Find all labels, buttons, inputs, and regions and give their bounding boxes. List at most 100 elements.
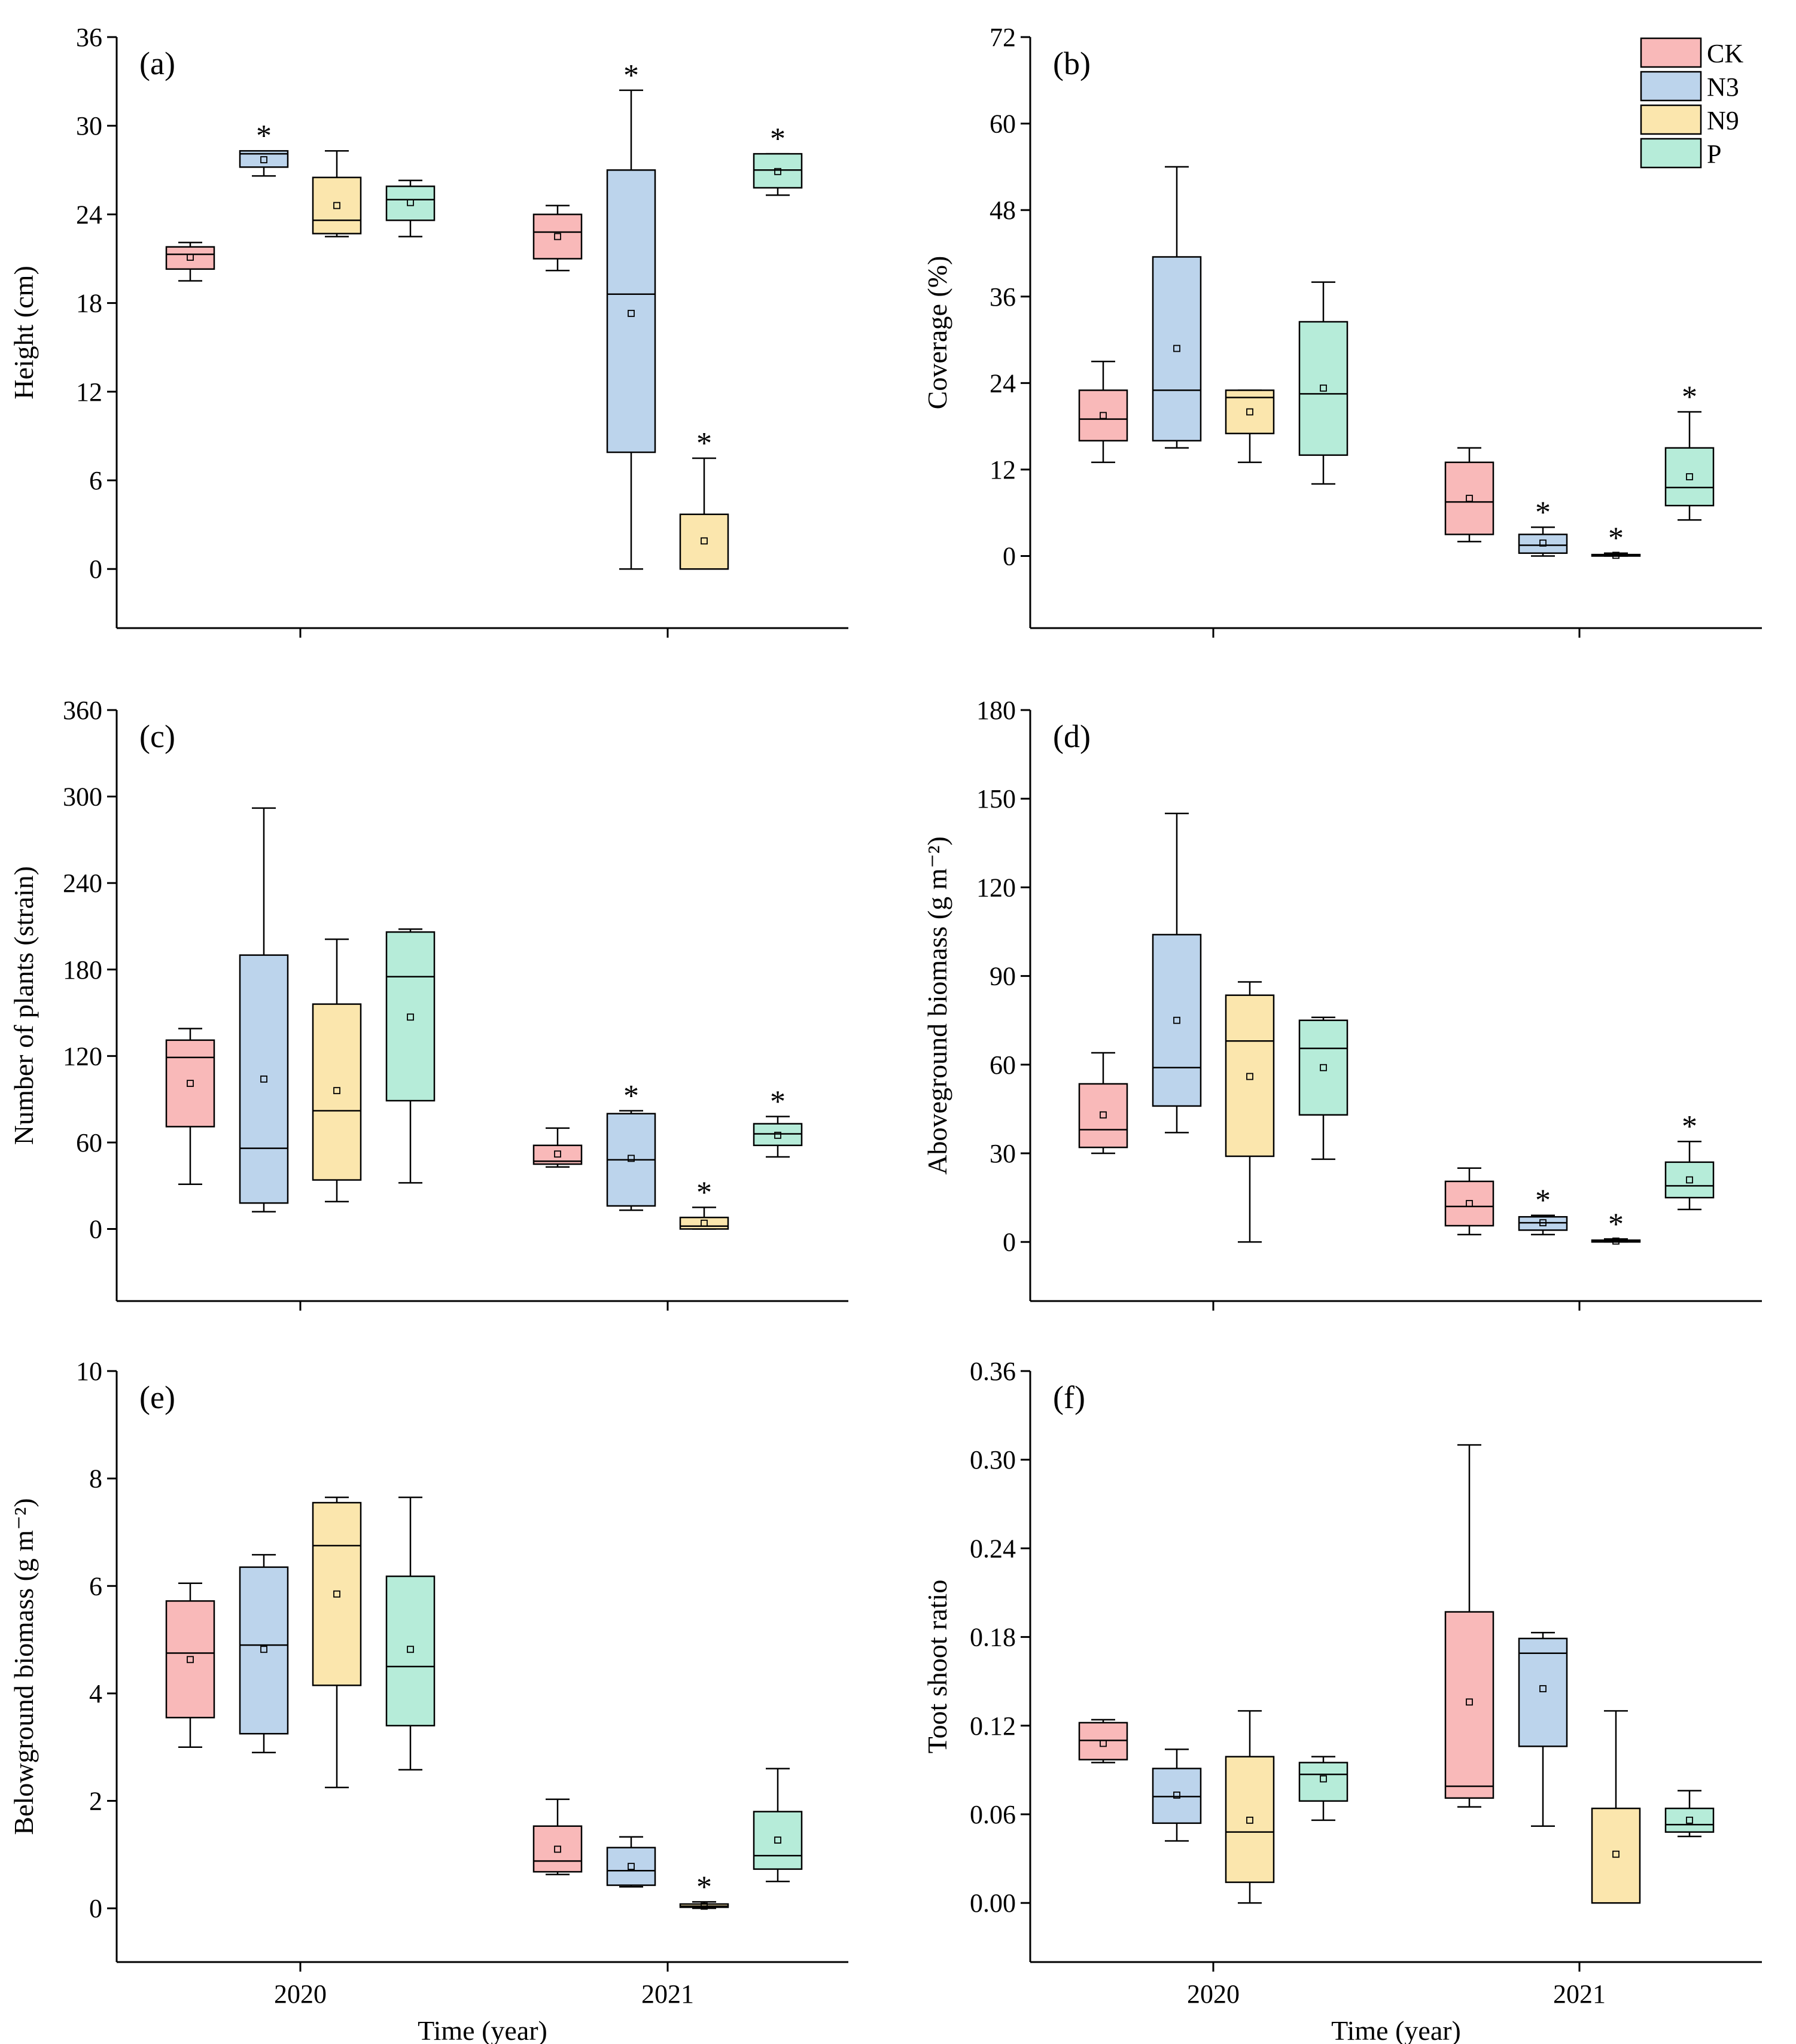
box-CK-2020	[1078, 1719, 1128, 1763]
box-N3-2020	[1152, 812, 1202, 1134]
box-CK-2020	[165, 1582, 215, 1748]
mean-marker	[628, 1154, 635, 1162]
significance-star: *	[696, 1175, 712, 1210]
mean-marker	[1246, 408, 1253, 416]
significance-star: *	[696, 427, 712, 461]
significance-star: *	[1682, 380, 1697, 415]
mean-marker	[1686, 1176, 1693, 1184]
box-iqr	[385, 1575, 436, 1727]
mean-marker	[1100, 412, 1107, 419]
box-N9-2021	[1591, 1710, 1641, 1904]
box-iqr	[165, 246, 215, 270]
mean-marker	[701, 537, 708, 545]
y-tick-label: 8	[89, 1464, 102, 1494]
y-axis-title: Number of plants (strain)	[8, 866, 39, 1145]
x-tick-label: 2021	[1553, 1979, 1606, 2009]
mean-marker	[554, 1150, 561, 1158]
legend-item-N9: N9	[1640, 104, 1739, 135]
mean-marker	[407, 199, 414, 206]
box-P-2020	[1298, 1016, 1348, 1160]
y-tick-label: 18	[76, 289, 102, 318]
y-axis-title: Height (cm)	[8, 266, 39, 400]
significance-star: *	[623, 1079, 639, 1113]
y-tick-label: 12	[76, 377, 102, 407]
box-iqr	[606, 1847, 656, 1886]
box-iqr	[239, 1566, 289, 1735]
legend-swatch	[1640, 71, 1702, 102]
y-tick-label: 4	[89, 1679, 102, 1708]
box-P-2020	[1298, 281, 1348, 485]
panel-f: 0.00 0.06 0.12 0.18 0.24 0.30 0.36 2020 2021 Toot…	[922, 1357, 1762, 2044]
mean-marker	[1246, 1073, 1253, 1080]
box-CK-2021	[1444, 1167, 1494, 1236]
mean-marker	[1320, 1064, 1327, 1071]
y-tick-label: 24	[990, 368, 1016, 398]
mean-marker	[333, 1590, 340, 1598]
mean-marker	[1539, 1685, 1547, 1692]
y-tick-label: 0	[89, 1215, 102, 1244]
mean-marker	[260, 156, 267, 163]
mean-marker	[1612, 552, 1620, 559]
box-P-2020	[385, 1496, 436, 1771]
box-iqr	[165, 1039, 215, 1128]
y-tick-label: 60	[990, 109, 1016, 139]
y-tick-label: 48	[990, 196, 1016, 225]
x-tick-label: 2021	[641, 1979, 694, 2009]
box-N9-2020	[1225, 389, 1275, 464]
legend-item-CK: CK	[1640, 37, 1743, 68]
box-P-2021: *	[1664, 380, 1715, 521]
box-N9-2021: *	[679, 1870, 729, 1910]
box-N3-2020	[239, 807, 289, 1213]
mean-marker	[1612, 1237, 1620, 1245]
legend-item-N3: N3	[1640, 71, 1739, 102]
mean-marker	[1100, 1111, 1107, 1119]
mean-marker	[1539, 1219, 1547, 1226]
box-CK-2021	[1444, 1444, 1494, 1808]
mean-marker	[628, 1863, 635, 1871]
y-tick-label: 180	[63, 955, 102, 985]
mean-marker	[774, 1836, 781, 1844]
y-tick-label: 90	[990, 962, 1016, 991]
panel-e: 0 2 4 6 8 10 2020 2021 Belowground biomass (g m⁻…	[8, 1357, 848, 2044]
x-tick-label: 2020	[1187, 1979, 1240, 2009]
y-tick-label: 0.36	[970, 1357, 1016, 1386]
box-iqr	[606, 169, 656, 453]
mean-marker	[1173, 1791, 1180, 1799]
y-tick-label: 72	[990, 23, 1016, 52]
box-P-2021	[1664, 1790, 1715, 1838]
mean-marker	[628, 309, 635, 317]
y-tick-label: 10	[76, 1357, 102, 1386]
box-iqr	[753, 1811, 803, 1870]
y-tick-label: 240	[63, 869, 102, 898]
y-tick-label: 24	[76, 200, 102, 229]
mean-marker	[1686, 473, 1693, 480]
box-iqr	[1518, 1637, 1568, 1747]
y-tick-label: 12	[990, 455, 1016, 485]
mean-marker	[1612, 1850, 1620, 1858]
mean-marker	[187, 254, 194, 261]
box-iqr	[532, 1825, 583, 1873]
mean-marker	[1539, 539, 1547, 547]
significance-star: *	[1682, 1110, 1697, 1144]
mean-marker	[187, 1656, 194, 1664]
significance-star: *	[696, 1870, 712, 1904]
panel-label: (c)	[139, 718, 175, 754]
box-N9-2021: *	[1591, 1207, 1641, 1245]
panel-label: (e)	[139, 1379, 175, 1415]
box-CK-2021	[532, 1127, 583, 1168]
y-tick-label: 0.06	[970, 1800, 1016, 1829]
box-N9-2021: *	[679, 427, 729, 570]
panel-label: (a)	[139, 45, 175, 81]
y-tick-label: 30	[990, 1139, 1016, 1168]
significance-star: *	[256, 119, 272, 153]
box-N3-2021: *	[606, 59, 656, 570]
box-iqr	[1664, 447, 1715, 507]
y-tick-label: 30	[76, 111, 102, 141]
legend-swatch	[1640, 37, 1702, 68]
mean-marker	[187, 1080, 194, 1088]
box-N9-2021: *	[1591, 522, 1641, 559]
mean-marker	[554, 233, 561, 240]
mean-marker	[1100, 1740, 1107, 1747]
